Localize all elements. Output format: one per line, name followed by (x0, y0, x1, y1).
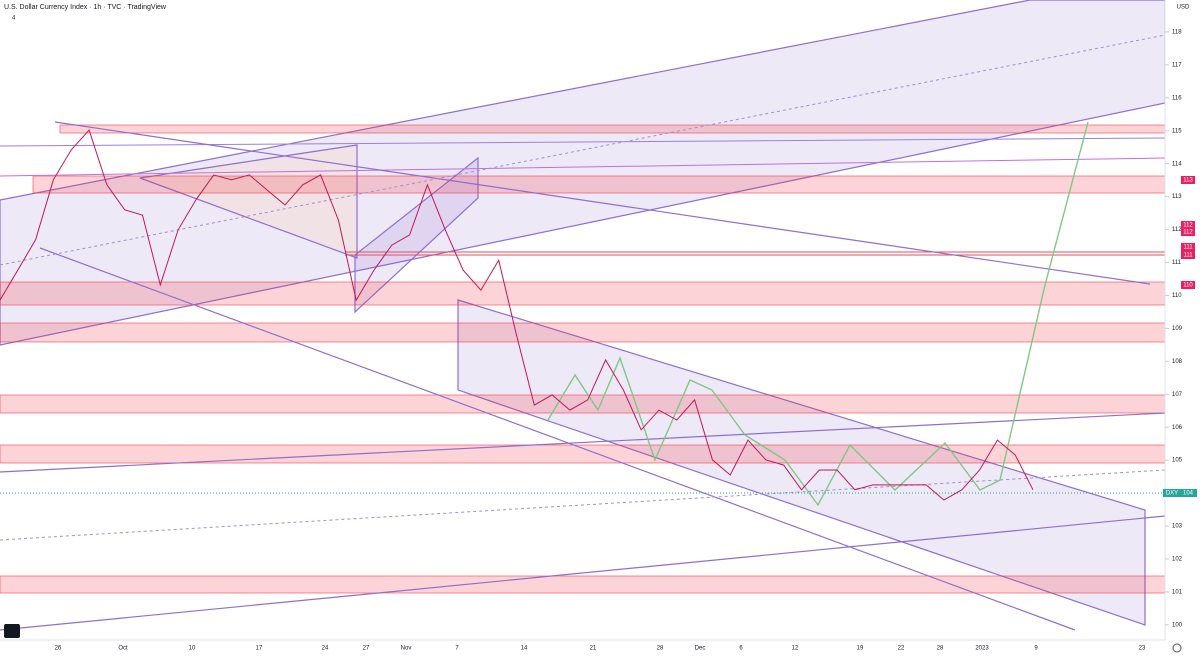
y-tick-label: 118 (1172, 30, 1182, 36)
y-tick-label: 112 (1172, 227, 1182, 233)
price-tag-label: 113 (1183, 178, 1193, 184)
price-tag-label: 111 (1183, 245, 1193, 251)
x-tick-label: 10 (189, 646, 196, 652)
price-tag-label: 112 (1183, 230, 1193, 236)
y-tick-label: 115 (1172, 128, 1182, 134)
x-tick-label: 2023 (975, 646, 989, 652)
y-tick-label: 114 (1172, 161, 1182, 167)
y-tick-label: 107 (1172, 392, 1183, 398)
symbol-last: 104 (1183, 491, 1194, 497)
y-tick-label: 102 (1172, 557, 1183, 563)
x-tick-label: 27 (363, 646, 370, 652)
y-tick-label: 108 (1172, 359, 1183, 365)
y-tick-label: 106 (1172, 425, 1183, 431)
x-tick-label: 14 (521, 646, 528, 652)
x-tick-label: 23 (1139, 646, 1146, 652)
x-tick-label: 17 (256, 646, 263, 652)
y-tick-label: 101 (1172, 589, 1183, 595)
price-tag-label: 110 (1183, 283, 1193, 289)
price-tag-label: 111 (1183, 253, 1193, 259)
x-tick-label: 28 (937, 646, 944, 652)
chart-title: U.S. Dollar Currency Index · 1h · TVC · … (4, 4, 167, 11)
x-tick-label: 26 (55, 646, 62, 652)
x-tick-label: Dec (695, 646, 706, 652)
price-series (0, 129, 1034, 501)
price-axis (1165, 0, 1200, 656)
price-tag (1181, 251, 1195, 259)
x-tick-label: 7 (455, 646, 459, 652)
settings-icon[interactable] (1172, 643, 1182, 653)
x-tick-label: 9 (1034, 646, 1038, 652)
symbol-tag (1163, 489, 1197, 497)
symbol-label: DXY (1166, 491, 1178, 497)
x-tick-label: 21 (590, 646, 597, 652)
y-tick-label: 111 (1172, 260, 1182, 266)
x-tick-label: 19 (857, 646, 864, 652)
y-tick-label: 100 (1172, 622, 1183, 628)
x-tick-label: Nov (401, 646, 412, 652)
y-tick-label: 117 (1172, 62, 1182, 68)
y-tick-label: 109 (1172, 326, 1183, 332)
currency-label[interactable]: USD (1177, 5, 1190, 11)
price-tag (1181, 243, 1195, 251)
tradingview-logo[interactable] (4, 624, 20, 638)
y-tick-label: 113 (1172, 194, 1182, 200)
x-tick-label: 6 (739, 646, 743, 652)
y-tick-label: 110 (1172, 293, 1182, 299)
x-tick-label: 22 (898, 646, 905, 652)
price-tag (1181, 228, 1195, 236)
y-tick-label: 103 (1172, 524, 1183, 530)
price-tag (1181, 176, 1195, 184)
x-tick-label: 28 (657, 646, 664, 652)
price-tag (1181, 221, 1195, 229)
x-tick-label: Oct (118, 646, 128, 652)
price-tag (1181, 281, 1195, 289)
price-line (0, 129, 1034, 501)
price-tag-label: 112 (1183, 223, 1193, 229)
y-tick-label: 116 (1172, 95, 1182, 101)
y-tick-label: 105 (1172, 458, 1183, 464)
x-tick-label: 24 (322, 646, 329, 652)
x-tick-label: 12 (792, 646, 799, 652)
indicator-count: 4 (12, 16, 16, 22)
